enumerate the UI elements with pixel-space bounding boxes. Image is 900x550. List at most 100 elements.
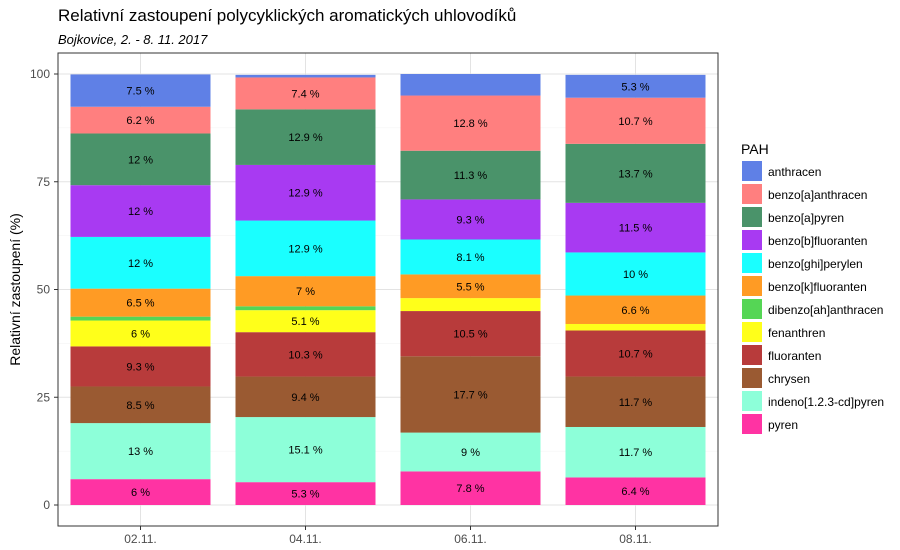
legend-label: fenanthren [768,326,825,340]
bar-segment [400,432,541,472]
data-label: 6.6 % [621,305,649,317]
bar-segment [235,376,376,418]
legend-label: benzo[b]fluoranten [768,234,867,248]
data-label: 10.5 % [453,329,487,341]
bar-segment [70,423,211,480]
data-label: 13 % [128,446,153,458]
bar-segment [565,330,706,377]
data-label: 9 % [461,447,480,459]
bar-segment [565,295,706,324]
bar-segment [70,386,211,424]
data-label: 10 % [623,269,648,281]
legend-swatch [742,299,762,319]
data-label: 12.9 % [288,243,322,255]
legend-swatch [742,276,762,296]
bar-segment [400,199,541,240]
data-label: 6 % [131,328,150,340]
y-tick-label: 75 [37,175,51,189]
data-label: 11.7 % [619,447,653,459]
bar-segment [400,298,541,312]
data-label: 11.7 % [619,397,653,409]
data-label: 6.5 % [126,298,154,310]
data-label: 10.7 % [618,349,652,361]
legend-swatch [742,368,762,388]
y-tick-label: 50 [37,283,51,297]
legend-label: pyren [768,418,798,432]
bar-segment [400,150,541,200]
legend-label: dibenzo[ah]anthracen [768,303,883,317]
bar-segment [565,74,706,98]
legend-label: benzo[ghi]perylen [768,257,863,271]
x-tick-label: 08.11. [619,532,651,546]
bar-segment [235,417,376,483]
data-label: 5.1 % [291,316,319,328]
data-label: 7.4 % [291,88,319,100]
x-tick-label: 02.11. [124,532,156,546]
bar-segment [400,74,541,96]
chart-title: Relativní zastoupení polycyklických arom… [58,6,517,25]
data-label: 17.7 % [453,389,487,401]
data-label: 8.1 % [456,252,484,264]
chart-subtitle: Bojkovice, 2. - 8. 11. 2017 [58,32,208,47]
bar-segment [565,376,706,427]
legend-swatch [742,322,762,342]
bar-segment [565,426,706,478]
bar-segment [400,274,541,299]
bar-segment [235,109,376,165]
bar-segment [70,346,211,387]
data-label: 6.2 % [126,115,154,127]
bar-segment [400,311,541,357]
bar-segment [70,236,211,289]
data-label: 12.9 % [288,132,322,144]
data-label: 12 % [128,154,153,166]
bar-segment [565,143,706,203]
legend-label: benzo[k]fluoranten [768,280,867,294]
legend-swatch [742,391,762,411]
data-label: 6.4 % [621,486,649,498]
data-label: 12.9 % [288,188,322,200]
bar-segment [400,95,541,151]
data-label: 7 % [296,286,315,298]
data-label: 8.5 % [126,400,154,412]
y-tick-label: 0 [43,498,50,512]
legend-label: fluoranten [768,349,821,363]
bar-segment [70,288,211,317]
data-label: 11.3 % [454,170,488,182]
x-tick-label: 04.11. [289,532,321,546]
legend-swatch [742,345,762,365]
bar-segment [235,482,376,505]
legend-swatch [742,230,762,250]
legend-swatch [742,184,762,204]
bar-segment [235,164,376,221]
y-tick-label: 25 [37,390,51,404]
data-label: 6 % [131,487,150,499]
data-label: 13.7 % [618,168,652,180]
bar-segment [235,310,376,333]
legend-swatch [742,253,762,273]
bar-segment [565,252,706,296]
data-label: 9.3 % [456,214,484,226]
bar-segment [400,239,541,275]
data-label: 5.3 % [621,81,649,93]
y-axis-title: Relativní zastoupení (%) [7,213,23,366]
bar-segment [235,74,376,78]
bar-segment [400,356,541,433]
data-label: 10.7 % [618,116,652,128]
data-label: 15.1 % [288,445,322,457]
data-label: 12 % [128,206,153,218]
data-label: 12.8 % [453,118,487,130]
data-label: 5.5 % [456,281,484,293]
legend-swatch [742,414,762,434]
bar-segment [235,220,376,277]
bar-segment [70,479,211,505]
bar-segment [235,276,376,307]
legend-swatch [742,207,762,227]
bar-segment [70,106,211,134]
legend-label: benzo[a]pyren [768,211,844,225]
bar-segment [565,97,706,144]
bar-segment [70,320,211,347]
legend-swatch [742,161,762,181]
data-label: 12 % [128,258,153,270]
legend-label: chrysen [768,372,810,386]
